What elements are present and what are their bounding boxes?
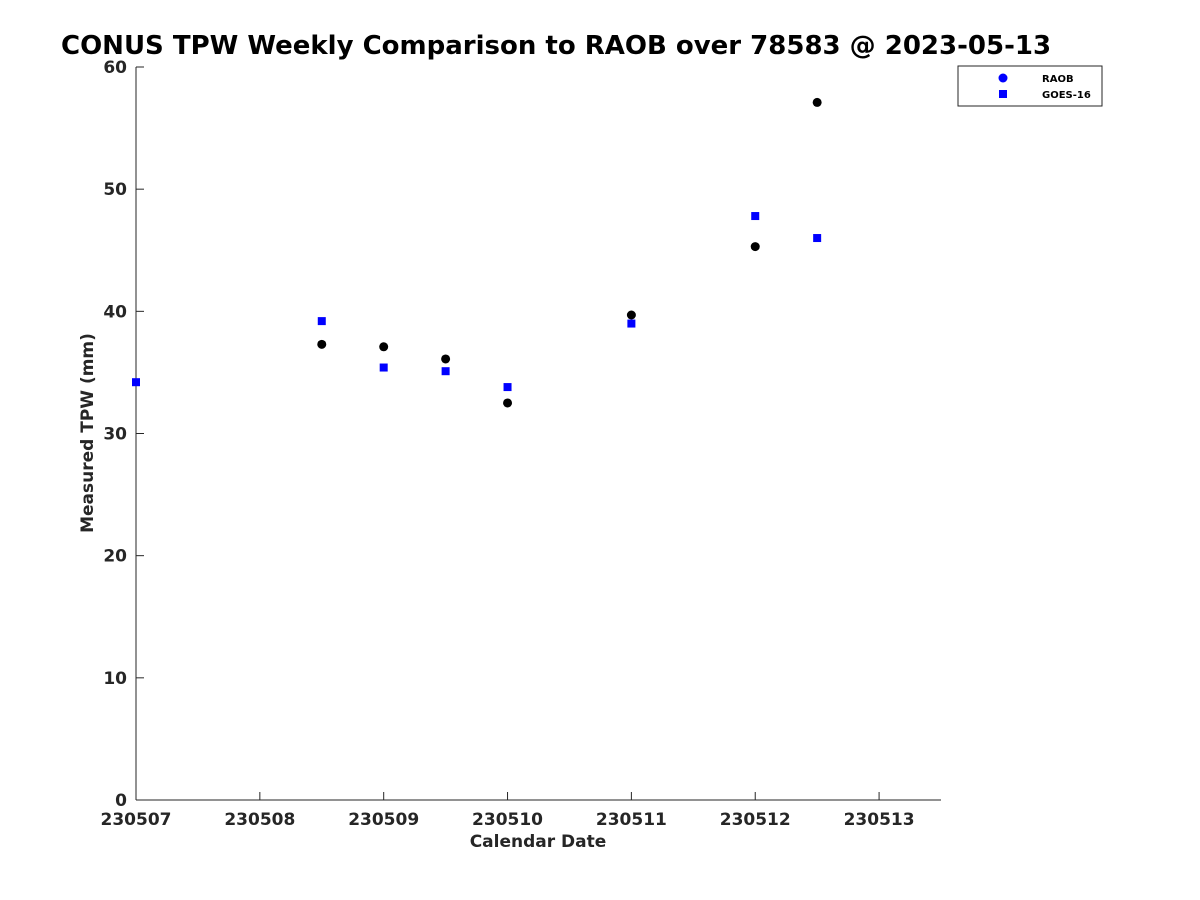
legend-raob-label: RAOB <box>1042 74 1074 85</box>
plot-area <box>135 67 941 801</box>
x-axis-label: Calendar Date <box>470 832 607 852</box>
legend-goes16-marker <box>999 90 1007 98</box>
x-tick-label: 230508 <box>224 810 295 830</box>
series-raob <box>317 97 822 408</box>
x-tick-label: 230511 <box>596 810 667 830</box>
legend-goes16-label: GOES-16 <box>1042 90 1091 101</box>
x-tick-label: 230509 <box>348 810 419 830</box>
x-tick-label: 230513 <box>844 810 915 830</box>
x-tick-label: 230512 <box>720 810 791 830</box>
chart-title: CONUS TPW Weekly Comparison to RAOB over… <box>61 31 1051 61</box>
series-goes-16 <box>132 212 822 392</box>
x-axis-ticks: 230507 230508 230509 230510 230511 230512 2305… <box>101 792 915 830</box>
legend-box <box>957 65 1103 107</box>
raob-point <box>626 310 636 320</box>
goes16-point <box>751 212 760 221</box>
raob-point <box>750 242 760 252</box>
y-tick-label: 50 <box>103 180 127 200</box>
y-tick-label: 10 <box>103 669 127 689</box>
goes16-point <box>813 234 822 243</box>
y-tick-label: 20 <box>103 547 127 567</box>
goes16-point <box>503 383 512 392</box>
goes16-point <box>441 367 450 376</box>
y-axis-ticks: 0 10 20 30 40 50 60 <box>103 58 144 811</box>
raob-point <box>441 354 451 364</box>
x-tick-label: 230507 <box>101 810 172 830</box>
data-series <box>132 97 822 408</box>
x-tick-label: 230510 <box>472 810 543 830</box>
legend: RAOB GOES-16 <box>957 65 1103 107</box>
raob-point <box>379 342 389 352</box>
y-axis-label: Measured TPW (mm) <box>78 333 98 533</box>
goes16-point <box>627 319 636 328</box>
legend-raob-marker <box>998 73 1008 83</box>
y-tick-label: 60 <box>103 58 127 78</box>
raob-point <box>503 398 513 408</box>
y-tick-label: 30 <box>103 425 127 445</box>
raob-point <box>317 339 327 349</box>
y-tick-label: 40 <box>103 302 127 322</box>
raob-point <box>812 97 822 107</box>
goes16-point <box>132 378 140 387</box>
y-tick-label: 0 <box>115 791 127 811</box>
goes16-point <box>379 363 388 372</box>
goes16-point <box>317 317 326 326</box>
